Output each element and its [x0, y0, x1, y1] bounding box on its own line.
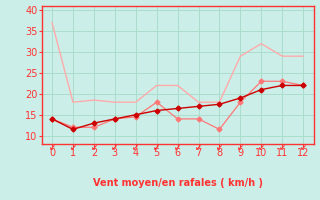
Text: ↙: ↙ — [300, 143, 307, 152]
Text: ↙: ↙ — [132, 143, 139, 152]
Text: ↙: ↙ — [174, 143, 181, 152]
Text: ↙: ↙ — [49, 143, 56, 152]
Text: ↙: ↙ — [111, 143, 118, 152]
Text: ↙: ↙ — [195, 143, 202, 152]
Text: ↙: ↙ — [279, 143, 286, 152]
X-axis label: Vent moyen/en rafales ( km/h ): Vent moyen/en rafales ( km/h ) — [92, 178, 263, 188]
Text: ↙: ↙ — [216, 143, 223, 152]
Text: ↙: ↙ — [91, 143, 97, 152]
Text: ↙: ↙ — [258, 143, 265, 152]
Text: ↙: ↙ — [69, 143, 76, 152]
Text: ↙: ↙ — [237, 143, 244, 152]
Text: ↙: ↙ — [153, 143, 160, 152]
